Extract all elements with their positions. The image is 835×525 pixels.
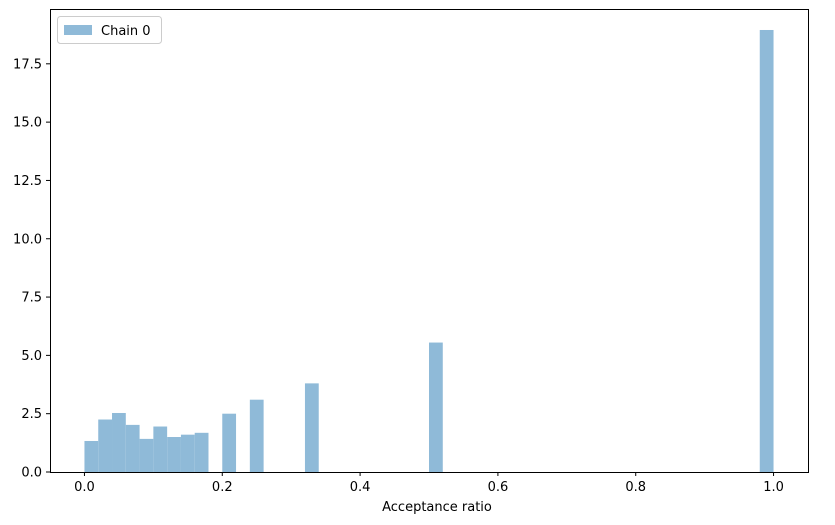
x-tick-label: 0.8 <box>625 480 646 495</box>
histogram-bar <box>167 437 181 472</box>
histogram-bar <box>304 383 319 472</box>
y-tick-label: 15.0 <box>13 116 42 131</box>
histogram-bar <box>759 29 774 473</box>
histogram-bar <box>222 413 237 472</box>
histogram-bar <box>84 440 99 472</box>
x-tick-label: 0.6 <box>488 480 509 495</box>
bars-layer <box>84 29 774 473</box>
x-tick-label: 0.2 <box>212 480 233 495</box>
legend-label: Chain 0 <box>101 24 151 39</box>
legend: Chain 0 <box>57 16 162 44</box>
histogram-bar <box>139 438 154 472</box>
x-tick-label: 0.4 <box>350 480 371 495</box>
histogram-bar <box>194 432 209 472</box>
legend-box <box>57 16 162 44</box>
histogram-bar <box>180 434 195 472</box>
histogram-bar <box>153 426 168 472</box>
y-tick-label: 2.5 <box>21 407 42 422</box>
legend-swatch <box>64 25 92 35</box>
x-tick-label: 1.0 <box>763 480 784 495</box>
y-tick-label: 5.0 <box>21 349 42 364</box>
histogram-bar <box>98 419 113 472</box>
x-tick-label: 0.0 <box>74 480 95 495</box>
histogram-bar <box>249 399 264 472</box>
y-tick-label: 0.0 <box>21 466 42 481</box>
plot-frame <box>50 9 809 473</box>
histogram-bar <box>125 424 140 472</box>
y-tick-label: 7.5 <box>21 291 42 306</box>
y-axis-ticks: 0.0 2.5 5.0 7.5 10.0 12.5 15.0 17.5 <box>13 57 50 481</box>
histogram-bar <box>429 342 443 472</box>
x-axis-ticks: 0.0 0.2 0.4 0.6 0.8 1.0 <box>74 472 784 495</box>
y-tick-label: 10.0 <box>13 232 42 247</box>
y-tick-label: 17.5 <box>13 57 42 72</box>
histogram-bar <box>112 412 126 472</box>
x-axis-title: Acceptance ratio <box>382 500 492 515</box>
y-tick-label: 12.5 <box>13 174 42 189</box>
